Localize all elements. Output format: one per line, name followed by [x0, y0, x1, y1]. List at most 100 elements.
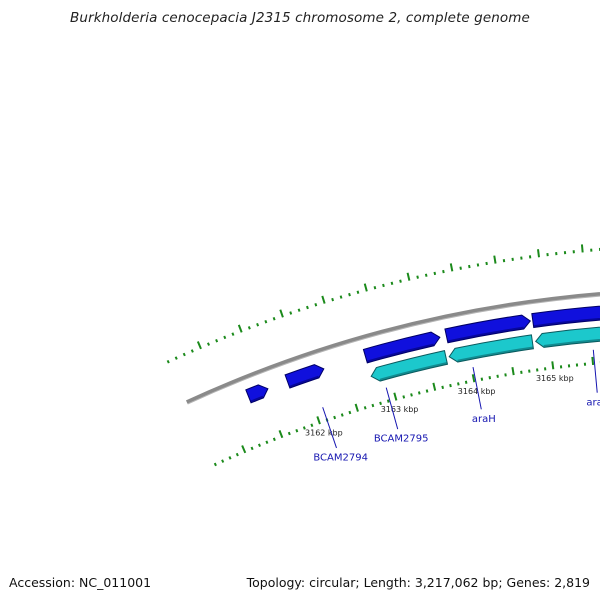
- outer-tick-major: [363, 283, 368, 292]
- ruler-label: 3165 kbp: [536, 374, 574, 383]
- outer-tick-minor: [247, 326, 251, 330]
- outer-tick-minor: [306, 305, 309, 310]
- inner-tick-minor: [340, 413, 344, 417]
- gene-label-bcam2795[interactable]: BCAM2795: [374, 434, 429, 445]
- inner-tick-minor: [457, 382, 460, 386]
- outer-tick-minor: [382, 283, 385, 288]
- outer-tick-minor: [223, 335, 227, 340]
- gene-arrow-reverse-3-shadow: [379, 362, 448, 381]
- inner-tick-minor: [213, 462, 217, 467]
- inner-tick-minor: [379, 401, 382, 406]
- inner-tick-minor: [496, 374, 499, 378]
- inner-tick-minor: [221, 459, 225, 463]
- inner-tick-minor: [410, 393, 413, 397]
- gene-arrow-arah[interactable]: [444, 314, 532, 344]
- inner-tick-minor: [386, 399, 390, 403]
- outer-tick-minor: [264, 319, 268, 324]
- ruler-label: 3162 kbp: [305, 428, 343, 437]
- gene-labels: BCAM2794BCAM2795araHaraGBCAM2798gal: [313, 349, 600, 463]
- inner-tick-minor: [272, 437, 276, 442]
- inner-tick-minor: [333, 415, 337, 420]
- outer-tick-major: [321, 295, 326, 304]
- leader-line-arag: [592, 349, 598, 393]
- ruler-label: 3164 kbp: [458, 387, 496, 396]
- gene-label-bcam2794[interactable]: BCAM2794: [313, 452, 368, 463]
- inner-tick-major: [591, 356, 595, 366]
- leader-line-bcam2795: [385, 387, 399, 430]
- inner-tick-minor: [348, 410, 352, 415]
- outer-tick-minor: [459, 266, 462, 270]
- inner-tick-minor: [449, 383, 452, 388]
- outer-tick-minor: [468, 264, 471, 269]
- gene-arrow-bcam2794[interactable]: [284, 364, 325, 389]
- inner-tick-minor: [265, 440, 269, 445]
- outer-tick-minor: [166, 359, 170, 364]
- inner-tick-minor: [371, 403, 375, 408]
- inner-tick-minor: [488, 376, 492, 380]
- inner-tick-minor: [480, 377, 484, 381]
- inner-tick-minor: [363, 406, 367, 410]
- inner-tick-major: [471, 374, 476, 383]
- outer-tick-major: [580, 244, 584, 253]
- ruler-label: 3163 kbp: [381, 405, 419, 414]
- backbone-highlight: [187, 295, 600, 405]
- gene-arrow-reverse-5[interactable]: [448, 334, 534, 363]
- outer-tick-minor: [190, 349, 194, 353]
- outer-tick-minor: [433, 271, 437, 276]
- inner-tick-minor: [302, 426, 306, 430]
- gene-arrow-reverse-5-shadow: [457, 346, 534, 362]
- outer-tick-minor: [399, 279, 402, 283]
- outer-tick-minor: [231, 332, 235, 336]
- outer-tick-minor: [215, 338, 219, 343]
- outer-tick-major: [537, 249, 541, 258]
- outer-tick-major: [493, 255, 497, 264]
- outer-tick-minor: [297, 308, 301, 312]
- leader-line-bcam2794: [322, 407, 337, 449]
- outer-tick-minor: [416, 275, 419, 279]
- gene-label-arah[interactable]: araH: [472, 414, 496, 425]
- gene-arrow-bcam2794-shadow: [289, 375, 319, 388]
- outer-tick-minor: [442, 269, 445, 274]
- backbone-arc: [185, 292, 600, 404]
- inner-tick-minor: [235, 452, 239, 457]
- inner-tick-minor: [295, 428, 299, 433]
- gene-arrow-reverse-7-shadow: [543, 338, 600, 348]
- gene-label-arag[interactable]: araG: [586, 398, 600, 409]
- inner-tick-minor: [417, 391, 421, 395]
- outer-tick-minor: [476, 263, 480, 267]
- outer-tick-minor: [424, 273, 428, 277]
- outer-tick-minor: [206, 342, 211, 346]
- gene-arrow-bcam2795[interactable]: [362, 331, 441, 364]
- outer-tick-major: [406, 272, 411, 281]
- inner-tick-minor: [287, 431, 291, 436]
- genome-stats-label: Topology: circular; Length: 3,217,062 bp…: [246, 575, 590, 590]
- outer-tick-minor: [348, 292, 351, 297]
- inner-tick-minor: [464, 380, 468, 384]
- inner-tick-major: [241, 445, 247, 454]
- inner-tick-major: [278, 429, 284, 439]
- outer-tick-major: [279, 309, 284, 318]
- inner-tick-major: [432, 382, 437, 391]
- gene-arrow-reverse-3[interactable]: [370, 349, 449, 382]
- gene-track: [245, 303, 600, 404]
- outer-tick-minor: [174, 356, 178, 360]
- outer-tick-minor: [182, 352, 186, 357]
- inner-tick-major: [354, 403, 359, 412]
- outer-tick-major: [449, 263, 454, 272]
- inner-tick-minor: [402, 395, 406, 399]
- inner-tick-minor: [310, 423, 314, 428]
- inner-tick-minor: [441, 385, 444, 390]
- outer-tick-minor: [390, 281, 394, 285]
- inner-tick-minor: [425, 389, 429, 393]
- gene-arrow-forward-0[interactable]: [245, 384, 269, 404]
- outer-tick-minor: [331, 297, 335, 302]
- inner-tick-major: [551, 361, 555, 370]
- outer-tick-minor: [272, 317, 276, 321]
- gene-arrow-arag[interactable]: [531, 303, 600, 329]
- outer-tick-minor: [339, 295, 343, 299]
- inner-tick-minor: [257, 443, 261, 448]
- chromosome-backbone: [185, 292, 600, 405]
- map-title: Burkholderia cenocepacia J2315 chromosom…: [70, 10, 530, 26]
